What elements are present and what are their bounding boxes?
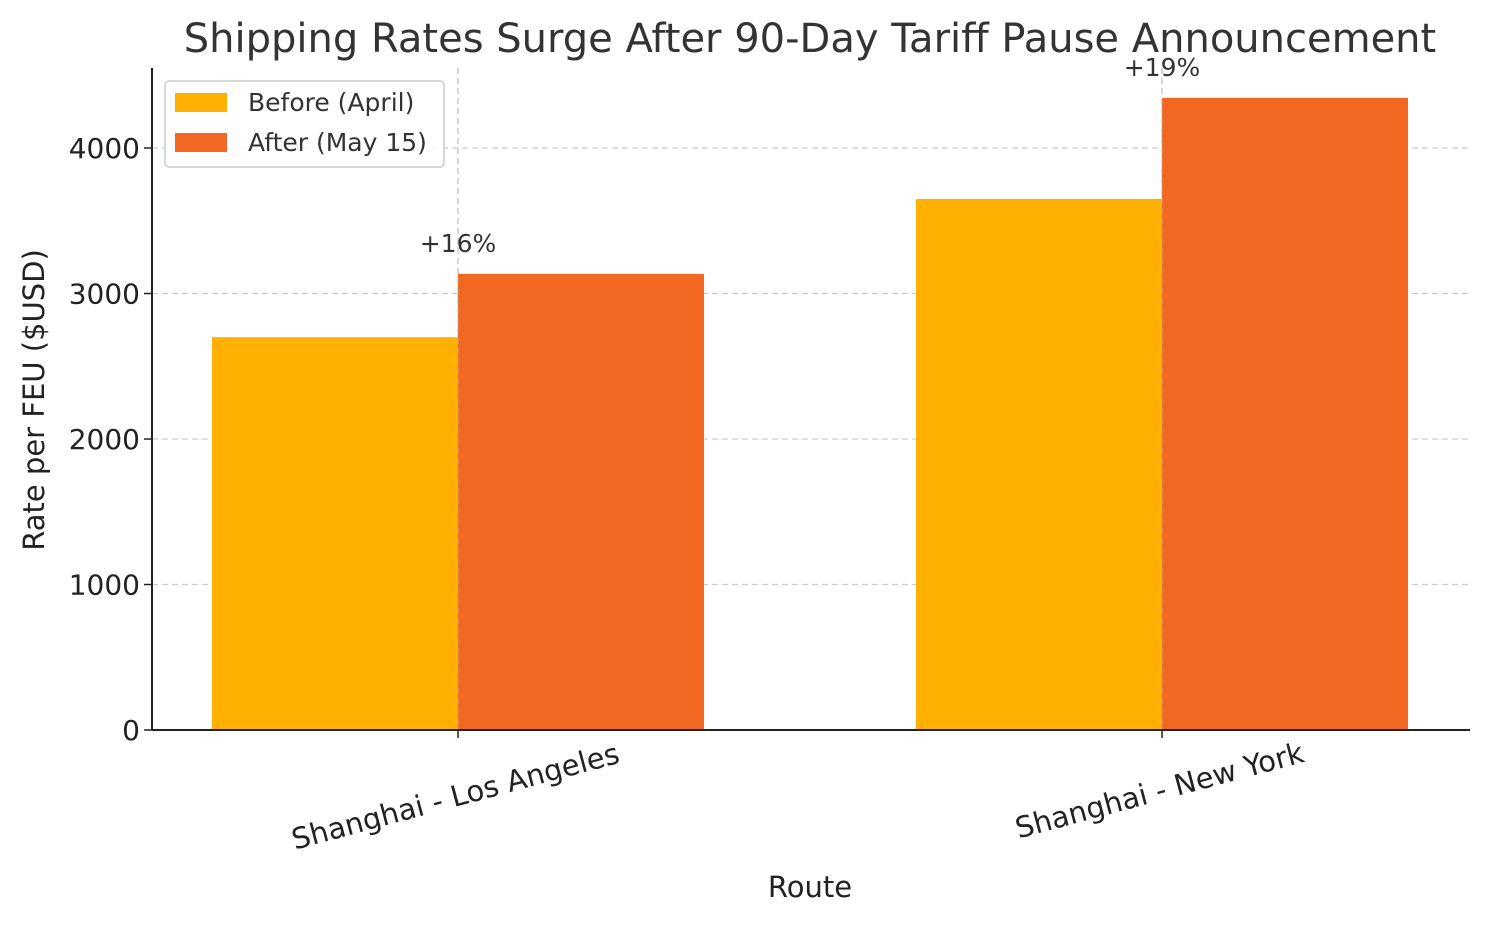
legend-label-before: Before (April) bbox=[248, 88, 414, 117]
bar-before-0 bbox=[212, 337, 458, 730]
bars bbox=[212, 68, 1408, 731]
pct-change-annotation: +16% bbox=[420, 229, 497, 258]
y-tick-label: 0 bbox=[122, 714, 140, 747]
legend-swatch-before bbox=[175, 93, 227, 112]
y-tick-label: 2000 bbox=[69, 423, 140, 456]
axes bbox=[144, 68, 1470, 738]
legend-swatch-after bbox=[175, 133, 227, 152]
bar-after-0 bbox=[458, 273, 704, 730]
y-tick-label: 1000 bbox=[69, 569, 140, 602]
y-tick-label: 3000 bbox=[69, 278, 140, 311]
pct-change-annotation: +19% bbox=[1124, 53, 1201, 82]
legend-box bbox=[164, 80, 445, 168]
legend: Before (April) After (May 15) bbox=[164, 80, 445, 168]
y-axis-label: Rate per FEU ($USD) bbox=[17, 249, 51, 551]
legend-label-after: After (May 15) bbox=[248, 128, 427, 157]
x-axis-label: Route bbox=[768, 870, 852, 904]
chart-title: Shipping Rates Surge After 90-Day Tariff… bbox=[184, 16, 1436, 62]
y-tick-label: 4000 bbox=[69, 132, 140, 165]
bar-after-1 bbox=[1162, 97, 1408, 731]
annotations: +16% +19% bbox=[420, 53, 1201, 258]
bar-before-1 bbox=[916, 198, 1162, 730]
